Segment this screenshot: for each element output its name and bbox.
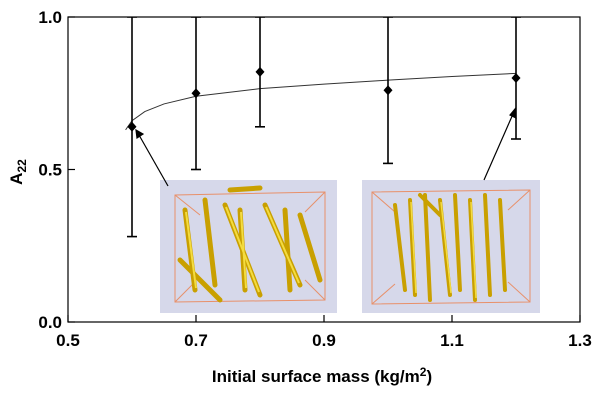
inset-image <box>160 180 337 313</box>
y-tick-label: 1.0 <box>38 8 62 27</box>
data-point <box>256 67 265 77</box>
x-tick-label: 1.1 <box>440 331 464 350</box>
y-axis-label-subscript: 22 <box>15 159 29 173</box>
x-axis-label-suffix: ) <box>426 367 432 386</box>
fit-line <box>126 73 516 129</box>
data-point <box>512 73 521 83</box>
arrow <box>136 109 516 186</box>
data-point <box>128 122 137 132</box>
x-axis-label: Initial surface mass (kg/m2) <box>212 365 432 386</box>
y-axis-label-text: A <box>7 173 26 185</box>
y-axis-label: A22 <box>7 159 29 185</box>
y-tick-label: 0.0 <box>38 313 62 332</box>
x-axis-label-text: Initial surface mass (kg/m <box>212 367 420 386</box>
inset-image <box>362 180 540 313</box>
y-tick-label: 0.5 <box>38 161 62 180</box>
x-tick-label: 0.5 <box>56 331 80 350</box>
x-tick-label: 0.9 <box>312 331 336 350</box>
data-point <box>384 85 393 95</box>
x-tick-label: 1.3 <box>568 331 592 350</box>
x-tick-label: 0.7 <box>184 331 208 350</box>
chart: Initial surface mass (kg/m2) A22 0.5 0.7 0… <box>0 0 601 389</box>
